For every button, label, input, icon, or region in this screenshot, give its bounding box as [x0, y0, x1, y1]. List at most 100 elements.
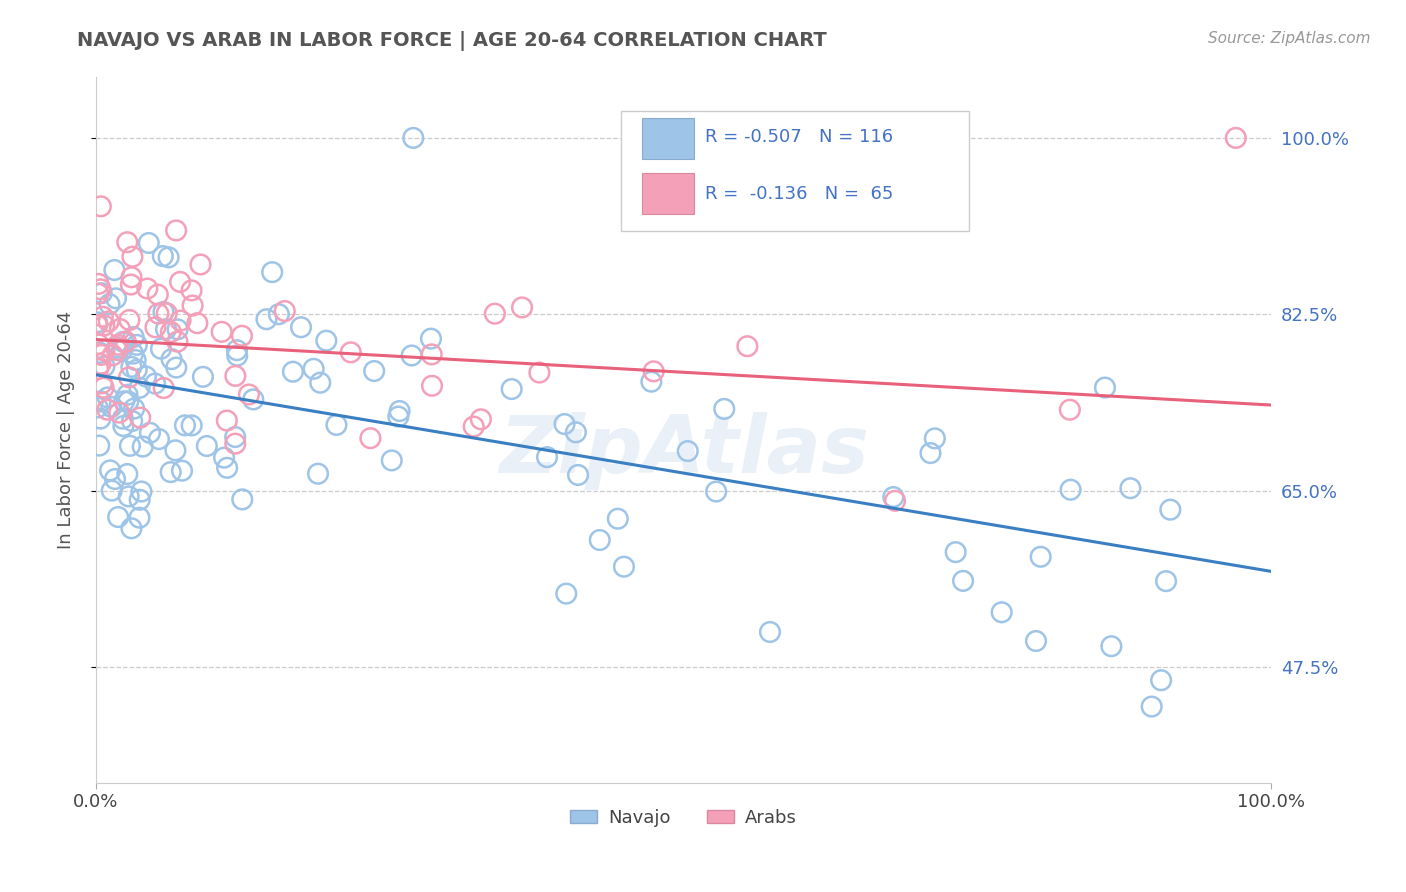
- Point: [359, 431, 381, 445]
- Point: [169, 275, 191, 289]
- Point: [159, 325, 181, 339]
- Point: [96, 402, 118, 417]
- Point: [111, 411, 134, 425]
- Point: [555, 586, 578, 600]
- Point: [124, 353, 146, 368]
- Point: [152, 381, 174, 395]
- Point: [136, 281, 159, 295]
- Point: [125, 363, 148, 377]
- Point: [160, 352, 183, 367]
- Point: [1119, 481, 1142, 495]
- Point: [884, 493, 907, 508]
- Point: [112, 419, 135, 434]
- Point: [510, 301, 533, 315]
- Point: [87, 286, 110, 301]
- Point: [180, 284, 202, 298]
- Point: [920, 446, 942, 460]
- Point: [89, 439, 111, 453]
- Point: [114, 334, 136, 349]
- Point: [101, 348, 124, 362]
- Point: [118, 313, 141, 327]
- Point: [120, 277, 142, 292]
- Point: [231, 328, 253, 343]
- Text: ZipAtlas: ZipAtlas: [499, 412, 869, 491]
- Point: [501, 382, 523, 396]
- Point: [100, 483, 122, 498]
- Point: [281, 365, 304, 379]
- Point: [122, 346, 145, 360]
- Point: [148, 307, 170, 321]
- Point: [381, 453, 404, 467]
- Point: [118, 439, 141, 453]
- Point: [89, 357, 111, 371]
- Point: [90, 199, 112, 213]
- Point: [93, 343, 115, 358]
- Point: [87, 277, 110, 291]
- Point: [93, 318, 115, 333]
- Point: [1099, 639, 1122, 653]
- Point: [118, 489, 141, 503]
- Point: [120, 359, 142, 374]
- Point: [100, 400, 122, 414]
- Point: [420, 347, 443, 361]
- Point: [463, 419, 485, 434]
- Point: [256, 312, 278, 326]
- Point: [1140, 699, 1163, 714]
- Point: [89, 411, 111, 425]
- Point: [420, 332, 443, 346]
- Point: [157, 250, 180, 264]
- Point: [125, 338, 148, 352]
- Point: [529, 366, 551, 380]
- Point: [143, 376, 166, 391]
- Point: [155, 322, 177, 336]
- Point: [121, 250, 143, 264]
- Text: Source: ZipAtlas.com: Source: ZipAtlas.com: [1208, 31, 1371, 46]
- Point: [420, 378, 443, 392]
- Point: [242, 392, 264, 407]
- Point: [166, 334, 188, 349]
- Point: [554, 417, 576, 431]
- Legend: Navajo, Arabs: Navajo, Arabs: [564, 802, 804, 834]
- Point: [195, 439, 218, 453]
- Text: R =  -0.136   N =  65: R = -0.136 N = 65: [704, 185, 893, 202]
- Y-axis label: In Labor Force | Age 20-64: In Labor Force | Age 20-64: [58, 311, 75, 549]
- Point: [990, 605, 1012, 619]
- Point: [93, 359, 115, 374]
- Point: [148, 432, 170, 446]
- Point: [1059, 402, 1081, 417]
- Point: [117, 467, 139, 481]
- Point: [737, 339, 759, 353]
- Point: [388, 404, 411, 418]
- Point: [302, 361, 325, 376]
- Point: [121, 270, 143, 285]
- Point: [226, 343, 249, 358]
- Point: [131, 484, 153, 499]
- Point: [387, 409, 409, 424]
- Point: [86, 318, 108, 332]
- Point: [104, 472, 127, 486]
- Point: [107, 510, 129, 524]
- Point: [1225, 131, 1247, 145]
- Point: [128, 381, 150, 395]
- Point: [174, 418, 197, 433]
- Point: [91, 310, 114, 324]
- Point: [90, 348, 112, 362]
- Point: [704, 484, 727, 499]
- Point: [112, 394, 135, 409]
- Point: [224, 430, 246, 444]
- FancyBboxPatch shape: [643, 119, 695, 160]
- Point: [132, 440, 155, 454]
- Point: [924, 431, 946, 445]
- Point: [112, 334, 135, 349]
- Point: [470, 412, 492, 426]
- FancyBboxPatch shape: [643, 173, 695, 213]
- Point: [105, 343, 128, 357]
- Point: [165, 223, 187, 237]
- Point: [97, 314, 120, 328]
- Point: [110, 343, 132, 358]
- Point: [589, 533, 612, 547]
- Point: [90, 282, 112, 296]
- Point: [87, 337, 110, 351]
- Point: [152, 305, 174, 319]
- Point: [117, 394, 139, 409]
